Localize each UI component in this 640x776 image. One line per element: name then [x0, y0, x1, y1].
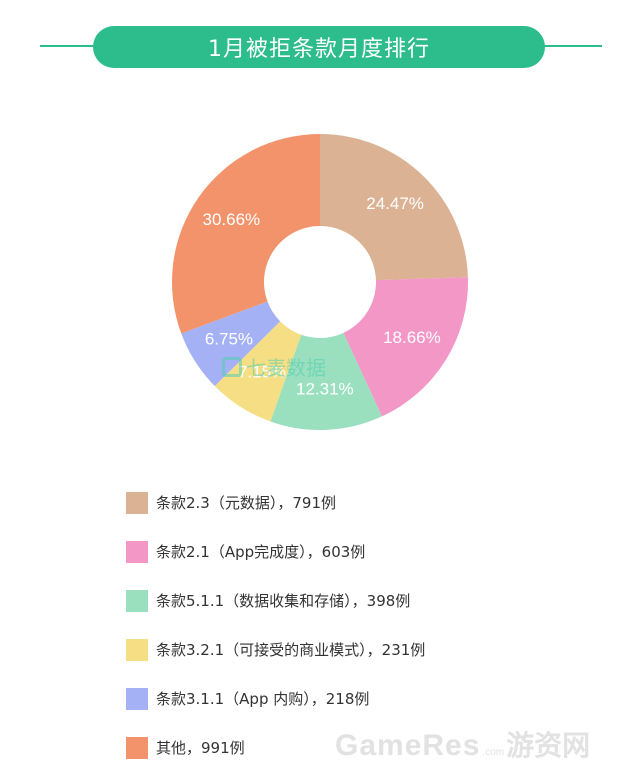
legend-item-1: 条款2.3（元数据），791例 — [126, 478, 586, 527]
slice-value-label-5: 6.75% — [205, 330, 253, 349]
legend-swatch — [126, 589, 148, 612]
legend-swatch — [126, 687, 148, 710]
donut-slice-4 — [214, 321, 302, 422]
chart-title: 1月被拒条款月度排行 — [208, 37, 430, 62]
slice-value-label-4: 7.15% — [238, 363, 286, 382]
donut-slice-5 — [181, 301, 281, 387]
watermark-logo-icon — [222, 356, 242, 377]
legend-label: 条款5.1.1（数据收集和存储），398例 — [156, 592, 411, 610]
chart-legend: 条款2.3（元数据），791例条款2.1（App完成度），603例条款5.1.1… — [126, 478, 586, 772]
legend-label: 其他，991例 — [156, 739, 245, 757]
legend-label: 条款2.3（元数据），791例 — [156, 494, 336, 512]
slice-value-label-3: 12.31% — [296, 379, 354, 398]
donut-slice-2 — [343, 277, 468, 417]
slice-value-label-2: 18.66% — [383, 328, 441, 347]
donut-chart: 24.47% 18.66% 12.31% 7.15% 6.75% 30.66% — [171, 134, 468, 431]
legend-swatch — [126, 736, 148, 759]
legend-label: 条款3.1.1（App 内购），218例 — [156, 690, 370, 708]
legend-swatch — [126, 638, 148, 661]
legend-swatch — [126, 540, 148, 563]
footer-brand: GameRes — [335, 729, 481, 762]
legend-label: 条款3.2.1（可接受的商业模式），231例 — [156, 641, 426, 659]
slice-value-label-1: 24.47% — [366, 194, 424, 213]
legend-item-2: 条款2.1（App完成度），603例 — [126, 527, 586, 576]
header-line-right — [540, 45, 602, 47]
legend-swatch — [126, 491, 148, 514]
donut-slice-6 — [171, 134, 320, 334]
legend-item-3: 条款5.1.1（数据收集和存储），398例 — [126, 576, 586, 625]
footer-cn: 游资网 — [506, 729, 591, 762]
legend-item-6: 其他，991例 — [126, 723, 586, 772]
footer-tld: .com — [482, 747, 505, 758]
legend-item-4: 条款3.2.1（可接受的商业模式），231例 — [126, 625, 586, 674]
legend-item-5: 条款3.1.1（App 内购），218例 — [126, 674, 586, 723]
legend-label: 条款2.1（App完成度），603例 — [156, 543, 366, 561]
center-watermark: 七麦数据 — [222, 352, 326, 381]
title-banner: 1月被拒条款月度排行 — [93, 26, 545, 68]
slice-value-label-6: 30.66% — [202, 210, 260, 229]
donut-slice-1 — [320, 134, 468, 281]
footer-watermark: GameRes .com 游资网 — [335, 724, 590, 764]
donut-slice-3 — [270, 332, 382, 431]
header-line-left — [40, 45, 100, 47]
watermark-text: 七麦数据 — [246, 356, 326, 380]
